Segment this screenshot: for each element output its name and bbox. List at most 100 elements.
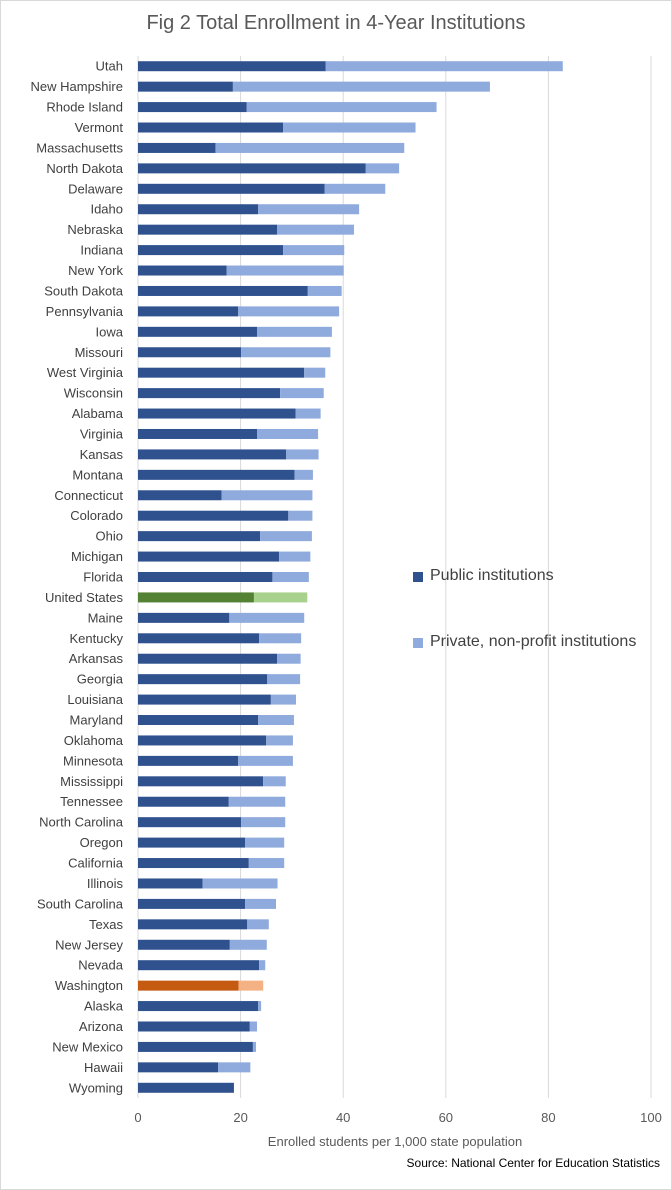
bar-private: [221, 490, 313, 501]
bar-public: [138, 388, 281, 399]
bar-public: [138, 572, 273, 582]
category-label: Texas: [89, 917, 123, 932]
x-tick-label: 100: [640, 1110, 662, 1125]
bar-private: [272, 572, 309, 582]
category-label: Missouri: [75, 345, 124, 360]
bar-private: [245, 837, 285, 848]
bar-private: [232, 81, 490, 92]
bar-private: [259, 960, 266, 971]
category-label: New York: [68, 263, 123, 278]
category-label: Maine: [88, 610, 123, 625]
category-label: Minnesota: [63, 753, 124, 768]
bar-public: [138, 837, 246, 848]
bar-private: [257, 326, 332, 337]
bar-public: [138, 796, 229, 807]
category-label: Illinois: [87, 876, 124, 891]
x-axis-title: Enrolled students per 1,000 state popula…: [268, 1134, 522, 1149]
bar-public: [138, 285, 308, 296]
bar-public: [138, 510, 289, 521]
bar-public: [138, 694, 271, 705]
category-label: California: [68, 856, 124, 871]
category-label: Michigan: [71, 549, 123, 564]
bar-public: [138, 490, 222, 501]
bar-private: [249, 1021, 258, 1032]
category-label: Florida: [83, 570, 124, 585]
bar-public: [138, 204, 259, 215]
bar-public: [138, 755, 239, 766]
category-label: Maryland: [70, 713, 123, 728]
bar-private: [365, 163, 400, 174]
bar-public: [138, 551, 280, 562]
chart-title: Fig 2 Total Enrollment in 4-Year Institu…: [146, 12, 526, 34]
category-label: Tennessee: [60, 794, 123, 809]
bar-private: [247, 919, 269, 930]
bar-public: [138, 898, 246, 909]
bar-public: [138, 142, 216, 153]
bar-private: [241, 347, 331, 358]
category-label: Pennsylvania: [46, 304, 124, 319]
bar-public: [138, 122, 284, 133]
category-label: Mississippi: [60, 774, 123, 789]
category-label: Oregon: [80, 835, 123, 850]
x-tick-label: 60: [439, 1110, 453, 1125]
category-label: Alabama: [72, 406, 124, 421]
bar-public: [138, 612, 230, 623]
category-label: New Mexico: [52, 1039, 123, 1054]
bar-public: [138, 858, 249, 869]
bar-private: [241, 817, 286, 828]
legend: Public institutions Private, non-profit …: [413, 565, 653, 653]
bar-public: [138, 1001, 259, 1012]
bar-private: [228, 796, 286, 807]
bar-public: [138, 878, 203, 889]
bar-private: [215, 142, 405, 153]
category-label: Connecticut: [54, 488, 123, 503]
category-label: Arkansas: [69, 651, 124, 666]
category-label: Oklahoma: [64, 733, 124, 748]
x-tick-label: 0: [134, 1110, 141, 1125]
bar-private: [266, 735, 293, 746]
bar-private: [325, 61, 563, 72]
bar-private: [258, 715, 294, 726]
bar-public: [138, 817, 242, 828]
category-label: Virginia: [80, 426, 124, 441]
bar-private: [257, 428, 319, 439]
category-label: Vermont: [75, 120, 124, 135]
category-label: Nebraska: [67, 222, 123, 237]
category-label: Montana: [72, 467, 123, 482]
bar-public: [138, 183, 325, 194]
category-label: Ohio: [96, 529, 123, 544]
bar-public: [138, 633, 260, 644]
bar-private: [260, 531, 312, 542]
bar-private: [245, 898, 276, 909]
category-label: Indiana: [80, 243, 123, 258]
category-label: New Jersey: [55, 937, 123, 952]
bar-private: [277, 224, 354, 235]
bar-private: [267, 674, 301, 685]
legend-swatch-private: [413, 638, 423, 648]
source-note: Source: National Center for Education St…: [406, 1156, 660, 1170]
bar-private: [229, 939, 267, 950]
category-label: Iowa: [96, 324, 124, 339]
category-label: Louisiana: [67, 692, 123, 707]
category-label: Kansas: [80, 447, 124, 462]
bar-public: [138, 980, 239, 991]
legend-item-private: Private, non-profit institutions: [413, 631, 653, 653]
bar-private: [277, 653, 301, 664]
bar-private: [288, 510, 313, 521]
bar-private: [283, 122, 416, 133]
category-label: Utah: [96, 59, 123, 74]
bar-public: [138, 1062, 219, 1073]
bar-public: [138, 163, 366, 174]
bar-public: [138, 531, 261, 542]
bar-public: [138, 265, 227, 276]
bar-public: [138, 224, 278, 235]
bar-private: [246, 102, 437, 113]
category-label: Idaho: [90, 202, 123, 217]
bar-private: [283, 245, 345, 256]
category-label: Wyoming: [69, 1080, 123, 1095]
bar-public: [138, 61, 326, 72]
bar-public: [138, 939, 230, 950]
bar-public: [138, 469, 295, 480]
category-label: Georgia: [77, 672, 124, 687]
bar-private: [294, 469, 313, 480]
